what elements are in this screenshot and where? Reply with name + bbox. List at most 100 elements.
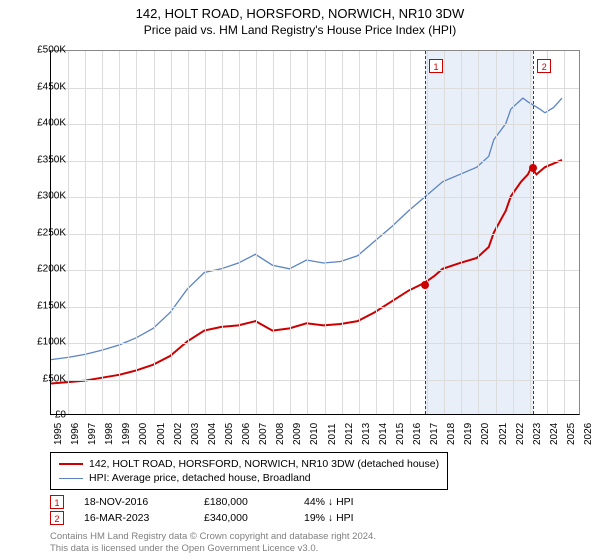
x-tick-label: 2002 [173, 423, 184, 445]
gridline-v [427, 51, 428, 414]
y-tick-label: £450K [22, 81, 66, 92]
y-tick-label: £100K [22, 337, 66, 348]
x-tick-label: 2014 [378, 423, 389, 445]
chart-container: 142, HOLT ROAD, HORSFORD, NORWICH, NR10 … [0, 0, 600, 560]
gridline-h [51, 307, 579, 308]
x-tick-label: 2006 [241, 423, 252, 445]
gridline-h [51, 234, 579, 235]
gridline-h [51, 161, 579, 162]
footer-line: Contains HM Land Registry data © Crown c… [50, 531, 376, 543]
y-tick-label: £300K [22, 191, 66, 202]
legend-swatch [59, 478, 83, 479]
sale-price: £340,000 [204, 512, 284, 524]
x-tick-label: 2013 [361, 423, 372, 445]
x-tick-label: 2018 [446, 423, 457, 445]
gridline-v [376, 51, 377, 414]
x-tick-label: 2003 [190, 423, 201, 445]
sales-row: 1 18-NOV-2016 £180,000 44% ↓ HPI [50, 494, 354, 510]
gridline-h [51, 343, 579, 344]
gridline-v [273, 51, 274, 414]
x-tick-label: 1995 [53, 423, 64, 445]
x-tick-label: 2001 [156, 423, 167, 445]
gridline-v [547, 51, 548, 414]
x-tick-label: 2005 [224, 423, 235, 445]
x-tick-label: 2008 [275, 423, 286, 445]
series-svg [51, 51, 579, 414]
gridline-v [325, 51, 326, 414]
gridline-h [51, 380, 579, 381]
sale-marker-icon: 1 [50, 495, 64, 509]
x-tick-label: 2011 [327, 423, 338, 445]
y-tick-label: £0 [22, 410, 66, 421]
legend-label: HPI: Average price, detached house, Broa… [89, 472, 311, 484]
x-tick-label: 2022 [515, 423, 526, 445]
gridline-v [102, 51, 103, 414]
sale-price: £180,000 [204, 496, 284, 508]
gridline-v [410, 51, 411, 414]
x-tick-label: 2024 [549, 423, 560, 445]
x-tick-label: 2009 [292, 423, 303, 445]
gridline-v [513, 51, 514, 414]
gridline-v [136, 51, 137, 414]
x-tick-label: 2004 [207, 423, 218, 445]
legend-item: HPI: Average price, detached house, Broa… [59, 471, 439, 485]
y-tick-label: £50K [22, 373, 66, 384]
legend-label: 142, HOLT ROAD, HORSFORD, NORWICH, NR10 … [89, 458, 439, 470]
event-line [533, 51, 534, 414]
gridline-v [359, 51, 360, 414]
y-tick-label: £350K [22, 154, 66, 165]
gridline-v [68, 51, 69, 414]
sale-marker-icon: 2 [50, 511, 64, 525]
gridline-h [51, 270, 579, 271]
x-tick-label: 2023 [532, 423, 543, 445]
gridline-v [342, 51, 343, 414]
x-tick-label: 2020 [480, 423, 491, 445]
x-tick-label: 1996 [70, 423, 81, 445]
sale-date: 18-NOV-2016 [84, 496, 184, 508]
gridline-h [51, 124, 579, 125]
x-tick-label: 2000 [138, 423, 149, 445]
gridline-h [51, 197, 579, 198]
y-tick-label: £200K [22, 264, 66, 275]
y-tick-label: £500K [22, 45, 66, 56]
title-address: 142, HOLT ROAD, HORSFORD, NORWICH, NR10 … [0, 6, 600, 21]
gridline-v [478, 51, 479, 414]
event-line [425, 51, 426, 414]
x-tick-label: 2026 [583, 423, 594, 445]
gridline-v [171, 51, 172, 414]
legend-item: 142, HOLT ROAD, HORSFORD, NORWICH, NR10 … [59, 457, 439, 471]
x-tick-label: 2019 [463, 423, 474, 445]
legend-swatch [59, 463, 83, 465]
x-tick-label: 2007 [258, 423, 269, 445]
gridline-v [564, 51, 565, 414]
x-tick-label: 1999 [121, 423, 132, 445]
x-tick-label: 2010 [309, 423, 320, 445]
gridline-v [461, 51, 462, 414]
gridline-v [496, 51, 497, 414]
footer-line: This data is licensed under the Open Gov… [50, 543, 376, 555]
sales-table: 1 18-NOV-2016 £180,000 44% ↓ HPI 2 16-MA… [50, 494, 354, 526]
legend: 142, HOLT ROAD, HORSFORD, NORWICH, NR10 … [50, 452, 448, 490]
x-tick-label: 1997 [87, 423, 98, 445]
sales-row: 2 16-MAR-2023 £340,000 19% ↓ HPI [50, 510, 354, 526]
y-tick-label: £400K [22, 118, 66, 129]
gridline-v [188, 51, 189, 414]
gridline-v [530, 51, 531, 414]
x-tick-label: 2017 [429, 423, 440, 445]
sale-dot [421, 281, 429, 289]
footer-attribution: Contains HM Land Registry data © Crown c… [50, 531, 376, 555]
gridline-v [154, 51, 155, 414]
event-marker: 2 [537, 59, 551, 73]
x-tick-label: 2021 [498, 423, 509, 445]
gridline-v [444, 51, 445, 414]
x-tick-label: 2015 [395, 423, 406, 445]
y-tick-label: £250K [22, 227, 66, 238]
plot-area: 12 [50, 50, 580, 415]
gridline-v [393, 51, 394, 414]
gridline-v [290, 51, 291, 414]
x-tick-label: 2016 [412, 423, 423, 445]
gridline-v [119, 51, 120, 414]
gridline-v [307, 51, 308, 414]
gridline-h [51, 88, 579, 89]
sale-diff: 19% ↓ HPI [304, 512, 354, 524]
